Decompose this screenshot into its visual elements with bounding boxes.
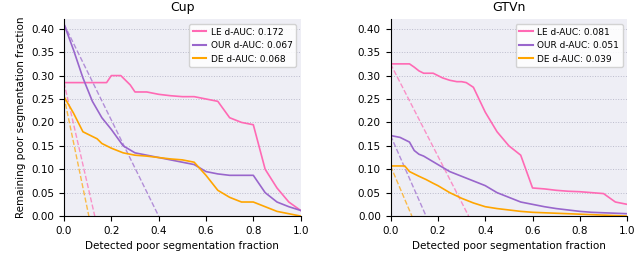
- Legend: LE d-AUC: 0.172, OUR d-AUC: 0.067, DE d-AUC: 0.068: LE d-AUC: 0.172, OUR d-AUC: 0.067, DE d-…: [189, 24, 296, 67]
- Title: GTVn: GTVn: [492, 1, 525, 14]
- Legend: LE d-AUC: 0.081, OUR d-AUC: 0.051, DE d-AUC: 0.039: LE d-AUC: 0.081, OUR d-AUC: 0.051, DE d-…: [516, 24, 623, 67]
- Title: Cup: Cup: [170, 1, 195, 14]
- X-axis label: Detected poor segmentation fraction: Detected poor segmentation fraction: [85, 241, 279, 251]
- Y-axis label: Remaining poor segmentation fraction: Remaining poor segmentation fraction: [15, 17, 26, 219]
- X-axis label: Detected poor segmentation fraction: Detected poor segmentation fraction: [412, 241, 606, 251]
